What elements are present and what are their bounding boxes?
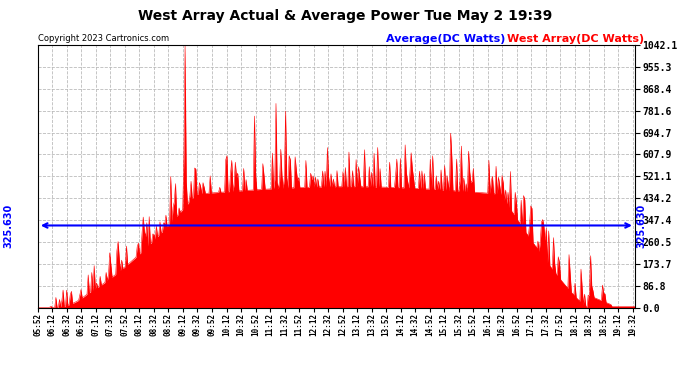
Text: Copyright 2023 Cartronics.com: Copyright 2023 Cartronics.com (38, 34, 169, 43)
Text: 325.630: 325.630 (637, 203, 647, 248)
Text: West Array Actual & Average Power Tue May 2 19:39: West Array Actual & Average Power Tue Ma… (138, 9, 552, 23)
Text: 325.630: 325.630 (3, 203, 13, 248)
Text: West Array(DC Watts): West Array(DC Watts) (507, 34, 644, 44)
Text: Average(DC Watts): Average(DC Watts) (386, 34, 506, 44)
